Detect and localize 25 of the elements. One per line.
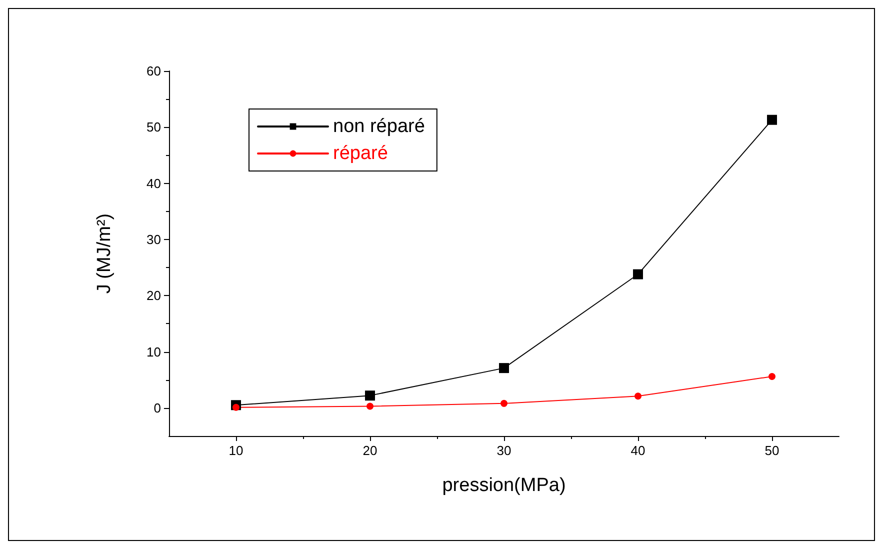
point [768, 372, 776, 380]
point [366, 402, 374, 410]
x-tick-label: 30 [496, 443, 512, 458]
x-tick-label: 10 [228, 443, 244, 458]
y-tick-label: 60 [146, 64, 161, 78]
x-tick-label: 20 [362, 443, 378, 458]
x-tick-label: 50 [764, 443, 780, 458]
y-tick-label: 0 [154, 400, 161, 416]
point [232, 404, 240, 411]
legend-label: réparé [333, 143, 388, 164]
y-tick-label: 20 [146, 288, 161, 304]
point [500, 400, 508, 407]
x-tick-label: 40 [630, 443, 646, 458]
y-tick-label: 30 [146, 232, 161, 247]
point [634, 392, 642, 400]
point [499, 363, 509, 374]
legend-label: non réparé [333, 116, 425, 137]
point [767, 114, 777, 125]
y-axis-title: J (MJ/m²) [94, 213, 115, 294]
point [365, 390, 375, 401]
y-tick-label: 50 [146, 120, 161, 135]
y-tick-label: 40 [146, 176, 161, 191]
point [633, 269, 643, 280]
x-axis-title: pression(MPa) [442, 475, 566, 496]
y-tick-label: 10 [146, 344, 161, 360]
